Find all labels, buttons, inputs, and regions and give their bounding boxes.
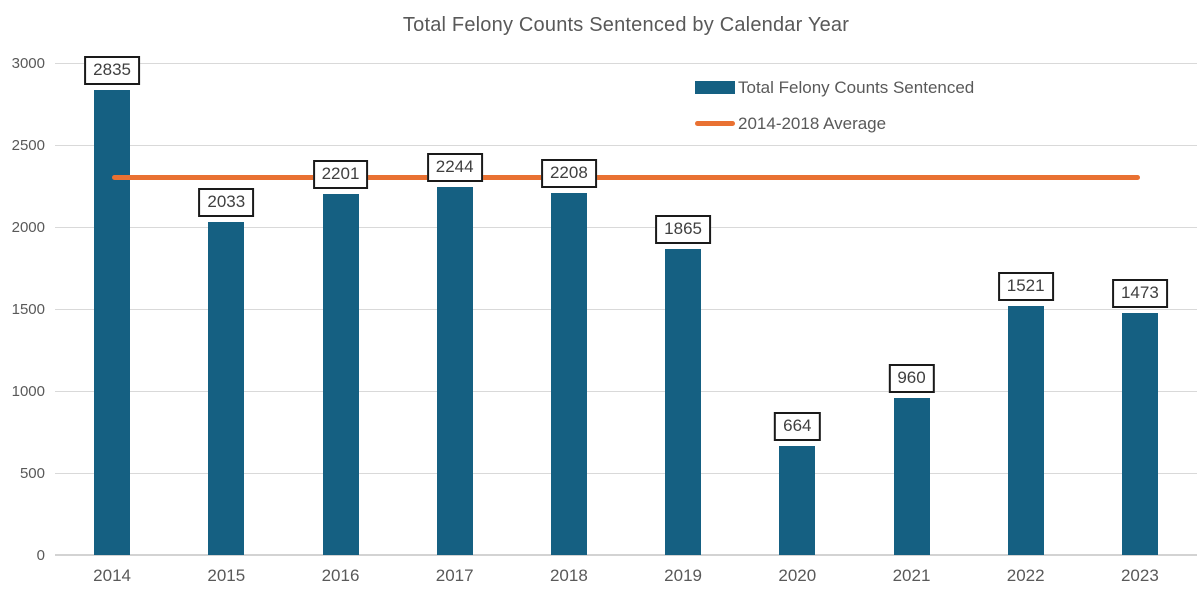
legend-label-bars: Total Felony Counts Sentenced [738,77,975,97]
bar-2016 [322,194,359,555]
y-axis-tick-label: 1000 [11,382,45,400]
x-axis-label-2019: 2019 [664,566,702,585]
y-axis-tick-label: 0 [36,546,45,564]
bar-2022 [1007,305,1044,555]
legend-item-bars: Total Felony Counts Sentenced [695,77,974,98]
bar-2014 [94,90,131,555]
legend-item-average: 2014-2018 Average [695,113,974,134]
x-axis-label-2016: 2016 [321,566,360,585]
x-axis-label-2023: 2023 [1120,566,1159,585]
bar-2021 [893,397,930,555]
x-axis-label-2018: 2018 [549,566,588,585]
bar-2015 [208,221,245,555]
bar-value-label-2014: 2835 [84,56,141,86]
bar-2020 [779,446,816,555]
gridline-2500 [55,144,1197,146]
plot-area: 2835 2033 2201 2244 2208 1865 664 960 1521 1473 [55,56,1197,556]
x-axis-label-2022: 2022 [1006,566,1045,585]
bar-2018 [550,192,587,555]
bar-value-label-2017: 2244 [426,152,483,182]
bar-2019 [665,249,702,555]
y-axis-tick-label: 3000 [11,54,45,72]
x-axis-label-2015: 2015 [207,566,246,585]
bar-value-label-2015: 2033 [198,187,255,217]
gridline-1000 [55,390,1197,392]
x-axis-label-2020: 2020 [778,566,817,585]
chart-title: Total Felony Counts Sentenced by Calenda… [402,14,850,36]
bar-value-label-2016: 2201 [312,160,369,190]
y-axis-tick-label: 2000 [11,218,45,236]
bar-series-swatch-icon [695,81,735,94]
x-axis-label-2014: 2014 [93,566,131,585]
bar-2017 [436,186,473,555]
bar-value-label-2023: 1473 [1111,279,1168,309]
y-axis-tick-label: 500 [19,464,45,482]
gridline-500 [55,472,1197,474]
legend-label-average: 2014-2018 Average [738,113,887,133]
bar-value-label-2020: 664 [774,412,821,442]
x-axis-label-2021: 2021 [892,566,931,585]
bar-value-label-2018: 2208 [540,158,597,188]
bar-value-label-2022: 1521 [997,271,1054,301]
y-axis-tick-label: 2500 [11,136,45,154]
gridline-1500 [55,308,1197,310]
bar-value-label-2019: 1865 [655,215,712,245]
average-line-swatch-icon [695,121,735,126]
legend: Total Felony Counts Sentenced 2014-2018 … [695,77,974,134]
bar-2023 [1121,313,1158,555]
gridline-2000 [55,226,1197,228]
gridline-3000 [55,62,1197,64]
x-axis-line [55,554,1197,556]
x-axis-label-2017: 2017 [435,566,474,585]
y-axis-tick-label: 1500 [11,300,45,318]
average-line [112,174,1140,180]
bar-value-label-2021: 960 [888,363,935,393]
